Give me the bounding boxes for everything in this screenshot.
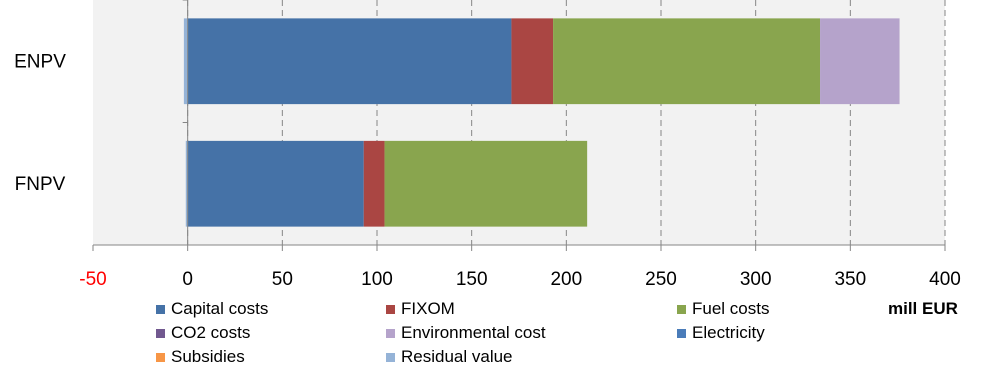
- bar-enpv-fixom: [511, 18, 554, 105]
- legend-swatch: [386, 352, 395, 362]
- bar-fnpv-residual-value: [185, 140, 188, 227]
- legend: Capital costs FIXOM Fuel costs CO2 costs Env…: [156, 298, 981, 379]
- x-tick-label: 150: [456, 269, 488, 290]
- legend-swatch: [386, 328, 395, 338]
- bar-enpv-capital-costs: [187, 18, 512, 105]
- y-category-label: FNPV: [15, 174, 66, 195]
- legend-item-fuel-costs: Fuel costs: [677, 298, 769, 320]
- legend-label: CO2 costs: [171, 323, 251, 342]
- legend-swatch: [677, 328, 686, 338]
- x-axis-unit-label: mill EUR: [888, 299, 958, 318]
- legend-label: FIXOM: [401, 299, 455, 318]
- x-tick-label: 400: [929, 269, 961, 290]
- legend-swatch: [156, 352, 165, 362]
- legend-label: Capital costs: [171, 299, 269, 318]
- legend-item-fixom: FIXOM: [386, 298, 455, 320]
- x-tick-label: 50: [272, 269, 293, 290]
- x-tick-label: 250: [645, 269, 677, 290]
- y-category-label: ENPV: [14, 51, 66, 72]
- legend-label: Environmental cost: [401, 323, 546, 342]
- bar-enpv-fuel-costs: [553, 18, 821, 105]
- legend-label: Residual value: [401, 347, 513, 366]
- x-tick-label: -50: [79, 269, 106, 290]
- stacked-bar-chart: -50 0 50 100 150 200 250 300 350 400 ENPV FNPV: [14, 0, 961, 290]
- axes: [92, 0, 946, 251]
- x-tick-label: 200: [550, 269, 582, 290]
- legend-item-capital-costs: Capital costs: [156, 298, 268, 320]
- x-tick-label: 350: [834, 269, 866, 290]
- legend-swatch: [677, 304, 686, 314]
- bar-fnpv-capital-costs: [187, 140, 364, 227]
- x-tick-label: 100: [361, 269, 393, 290]
- x-tick-label: 0: [182, 269, 193, 290]
- legend-item-environmental-cost: Environmental cost: [386, 322, 546, 344]
- tick-labels: -50 0 50 100 150 200 250 300 350 400 ENPV FNPV: [14, 51, 961, 290]
- bar-fnpv-fuel-costs: [384, 140, 588, 227]
- legend-item-co2-costs: CO2 costs: [156, 322, 250, 344]
- legend-label: Fuel costs: [692, 299, 770, 318]
- legend-item-subsidies: Subsidies: [156, 346, 245, 368]
- legend-label: Electricity: [692, 323, 765, 342]
- bar-enpv-environmental-cost: [820, 18, 900, 105]
- legend-item-electricity: Electricity: [677, 322, 765, 344]
- legend-swatch: [156, 328, 165, 338]
- legend-label: Subsidies: [171, 347, 245, 366]
- bar-enpv-residual-value: [183, 18, 188, 105]
- bars: [183, 18, 900, 227]
- legend-item-residual-value: Residual value: [386, 346, 513, 368]
- legend-swatch: [386, 304, 395, 314]
- legend-swatch: [156, 304, 165, 314]
- bar-fnpv-fixom: [363, 140, 385, 227]
- x-tick-label: 300: [740, 269, 772, 290]
